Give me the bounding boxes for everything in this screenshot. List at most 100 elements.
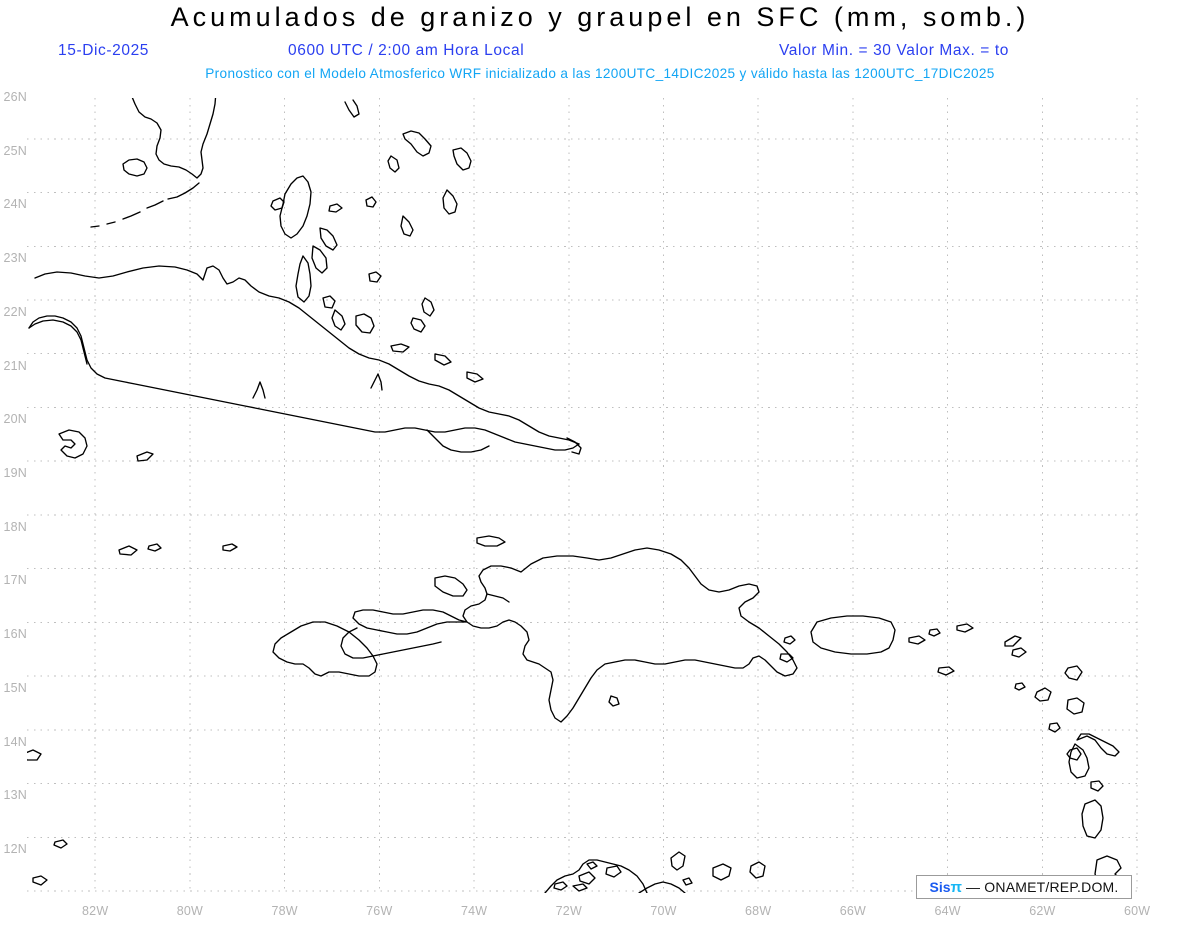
coastline-florida-keys-4 <box>106 221 116 225</box>
y-tick-26N: 26N <box>3 90 27 104</box>
coastline-hispaniola <box>462 547 798 723</box>
y-tick-22N: 22N <box>3 304 27 319</box>
map-gridlines <box>27 98 1140 893</box>
coastline-cayo-sabinal <box>466 371 484 383</box>
x-tick-66W: 66W <box>839 904 867 918</box>
y-tick-14N: 14N <box>3 734 27 749</box>
y-tick-24N: 24N <box>3 197 27 212</box>
x-tick-62W: 62W <box>1029 904 1056 918</box>
y-tick-18N: 18N <box>3 519 27 534</box>
coastline-bahama-4 <box>400 215 414 237</box>
map-plot-area: 26N 25N 24N 23N 22N 21N 20N 19N 18N 17N … <box>3 90 1150 918</box>
y-tick-19N: 19N <box>3 465 27 480</box>
coastline-culebra <box>928 628 941 637</box>
coastline-trinidad <box>670 851 686 871</box>
coastline-cayo-1 <box>136 451 154 462</box>
x-tick-68W: 68W <box>745 904 772 918</box>
coastline-mona <box>783 635 796 645</box>
coastline-cayo-2 <box>222 543 238 552</box>
coastline-curacao <box>578 871 596 885</box>
y-tick-13N: 13N <box>3 788 27 803</box>
coastline-haiti-gonave <box>434 575 468 597</box>
map-canvas <box>27 98 1140 893</box>
coastline-montserrat <box>1066 747 1082 761</box>
coastline-haiti-south-peninsula <box>352 609 468 635</box>
coastline-bonaire <box>605 865 622 878</box>
x-tick-74W: 74W <box>460 904 488 918</box>
coastline-saba <box>1014 682 1026 691</box>
coastline-st-kitts <box>1034 687 1052 702</box>
coastline-isla-juventud <box>58 429 88 459</box>
coastline-mayaguana <box>368 271 382 283</box>
coastline-haiti-bay <box>486 593 510 603</box>
coastline-barbuda <box>1064 665 1083 681</box>
coastline-bahama-1 <box>387 155 400 173</box>
forecast-date: 15-Dic-2025 <box>58 42 150 59</box>
x-tick-78W: 78W <box>271 904 298 918</box>
coastline-st-thomas <box>956 623 974 633</box>
coastline-guadeloupe-west <box>1068 743 1090 779</box>
x-tick-82W: 82W <box>82 904 109 918</box>
coastline-dominica <box>1081 799 1104 839</box>
coastline-venezuela <box>544 859 648 893</box>
x-tick-80W: 80W <box>176 904 204 918</box>
coastline-long-island <box>295 255 312 303</box>
coastline-vieques <box>908 635 926 645</box>
coastline-anguilla <box>1004 635 1022 647</box>
coastline-st-martin <box>1011 647 1027 658</box>
coastline-eleuthera <box>328 203 343 213</box>
coastlines <box>27 98 1122 893</box>
logo-sis-text: Sis <box>929 879 951 895</box>
coastline-florida-keys-3 <box>122 211 141 220</box>
coastline-antigua <box>1066 697 1085 715</box>
coastline-jamaica <box>272 621 378 677</box>
coastline-cuba-south-bulge <box>426 429 490 453</box>
coastline-beata <box>608 695 620 707</box>
coastline-cayo-coco <box>390 343 410 353</box>
coastline-tortuga <box>476 535 506 547</box>
x-tick-76W: 76W <box>366 904 393 918</box>
coastline-bahama-2 <box>452 147 472 171</box>
page-title: Acumulados de granizo y graupel en SFC (… <box>170 2 1030 32</box>
coastline-honduras-isl <box>32 875 48 886</box>
coastline-cuba-bay-2 <box>370 373 383 391</box>
coastline-abaco <box>344 99 360 118</box>
coastline-jamaica-w-tip <box>27 749 42 761</box>
coastline-florida-bay <box>122 158 148 177</box>
coastline-grand-bahama <box>402 130 432 157</box>
logo-pi-icon: π <box>950 878 962 896</box>
coastline-guadeloupe <box>1076 733 1120 757</box>
coastline-cayman-1 <box>118 545 138 556</box>
coastline-cuba-west-detail <box>28 319 88 365</box>
coastline-small-2 <box>682 877 693 886</box>
coastline-turks <box>421 297 435 317</box>
coastline-cayo-romano <box>434 353 452 366</box>
coastline-puerto-rico <box>810 615 896 655</box>
coastline-cuba-north <box>34 265 580 445</box>
y-tick-15N: 15N <box>3 680 27 695</box>
map-header: Acumulados de granizo y graupel en SFC (… <box>0 0 1200 90</box>
coastline-los-roques <box>572 883 588 892</box>
coastline-saona <box>779 653 794 663</box>
attribution-logo-box: Sis π — ONAMET/REP.DOM. <box>916 875 1132 899</box>
coastline-bahama-6 <box>319 227 338 251</box>
coastline-cuba-bay-1 <box>252 381 266 399</box>
x-tick-70W: 70W <box>650 904 677 918</box>
coastline-new-providence <box>270 197 285 211</box>
coastline-florida-keys-2 <box>146 200 164 209</box>
y-tick-17N: 17N <box>3 573 27 588</box>
coastline-margarita <box>749 861 766 879</box>
value-range-label: Valor Min. = 30 Valor Max. = to <box>779 42 1009 59</box>
coastline-haiti-tiburon <box>340 627 442 659</box>
coastline-inagua <box>355 313 375 334</box>
y-tick-23N: 23N <box>3 251 27 265</box>
coastline-cuba-south <box>28 315 580 451</box>
x-tick-60W: 60W <box>1123 904 1151 918</box>
y-tick-21N: 21N <box>3 358 27 373</box>
coastline-crooked <box>322 295 336 309</box>
coastline-cayman-2 <box>147 543 162 552</box>
coastline-florida-keys-5 <box>90 225 100 228</box>
y-tick-12N: 12N <box>3 842 27 856</box>
coastline-tobago <box>712 863 732 881</box>
coastline-bahama-5 <box>365 196 377 208</box>
